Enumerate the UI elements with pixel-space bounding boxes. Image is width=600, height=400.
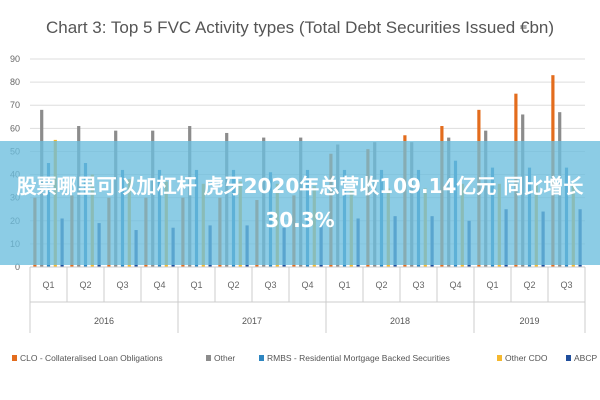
legend-label: ABCP bbox=[574, 353, 597, 363]
legend-label: Other CDO bbox=[505, 353, 548, 363]
chart-title: Chart 3: Top 5 FVC Activity types (Total… bbox=[46, 18, 554, 37]
legend-swatch bbox=[12, 355, 17, 361]
x-tick-label: Q2 bbox=[523, 280, 535, 290]
y-tick-label: 0 bbox=[15, 262, 20, 272]
x-axis: Q1 Q2 Q3 Q4 Q1 Q2 Q3 Q4 Q1 Q2 Q3 Q4 Q1 Q2 Q3 2016 2017 20… bbox=[29, 266, 586, 333]
legend-swatch bbox=[206, 355, 211, 361]
legend-swatch bbox=[566, 355, 571, 361]
x-tick-label: Q1 bbox=[190, 280, 202, 290]
overlay-banner: 股票哪里可以加杠杆 虎牙2020年总营收109.14亿元 同比增长30.3% bbox=[0, 141, 600, 265]
legend: CLO - Collateralised Loan Obligations Oth… bbox=[12, 353, 597, 363]
x-tick-label: Q3 bbox=[264, 280, 276, 290]
y-tick-label: 60 bbox=[10, 123, 20, 133]
legend-swatch bbox=[259, 355, 264, 361]
x-tick-label: Q1 bbox=[42, 280, 54, 290]
x-tick-label: Q3 bbox=[116, 280, 128, 290]
legend-label: RMBS - Residential Mortgage Backed Secur… bbox=[267, 353, 450, 363]
x-tick-label: Q2 bbox=[375, 280, 387, 290]
year-label: 2019 bbox=[519, 316, 539, 326]
x-tick-label: Q3 bbox=[560, 280, 572, 290]
x-tick-label: Q2 bbox=[79, 280, 91, 290]
x-tick-label: Q1 bbox=[338, 280, 350, 290]
legend-label: CLO - Collateralised Loan Obligations bbox=[20, 353, 163, 363]
x-tick-label: Q4 bbox=[301, 280, 313, 290]
legend-swatch bbox=[497, 355, 502, 361]
year-label: 2017 bbox=[242, 316, 262, 326]
y-tick-label: 70 bbox=[10, 100, 20, 110]
x-tick-label: Q4 bbox=[153, 280, 165, 290]
year-label: 2016 bbox=[94, 316, 114, 326]
y-tick-label: 90 bbox=[10, 54, 20, 64]
x-tick-label: Q4 bbox=[449, 280, 461, 290]
year-label: 2018 bbox=[390, 316, 410, 326]
x-tick-label: Q3 bbox=[412, 280, 424, 290]
x-tick-label: Q2 bbox=[227, 280, 239, 290]
x-tick-label: Q1 bbox=[486, 280, 498, 290]
y-tick-label: 80 bbox=[10, 77, 20, 87]
overlay-banner-text: 股票哪里可以加杠杆 虎牙2020年总营收109.14亿元 同比增长30.3% bbox=[16, 174, 584, 232]
legend-label: Other bbox=[214, 353, 235, 363]
